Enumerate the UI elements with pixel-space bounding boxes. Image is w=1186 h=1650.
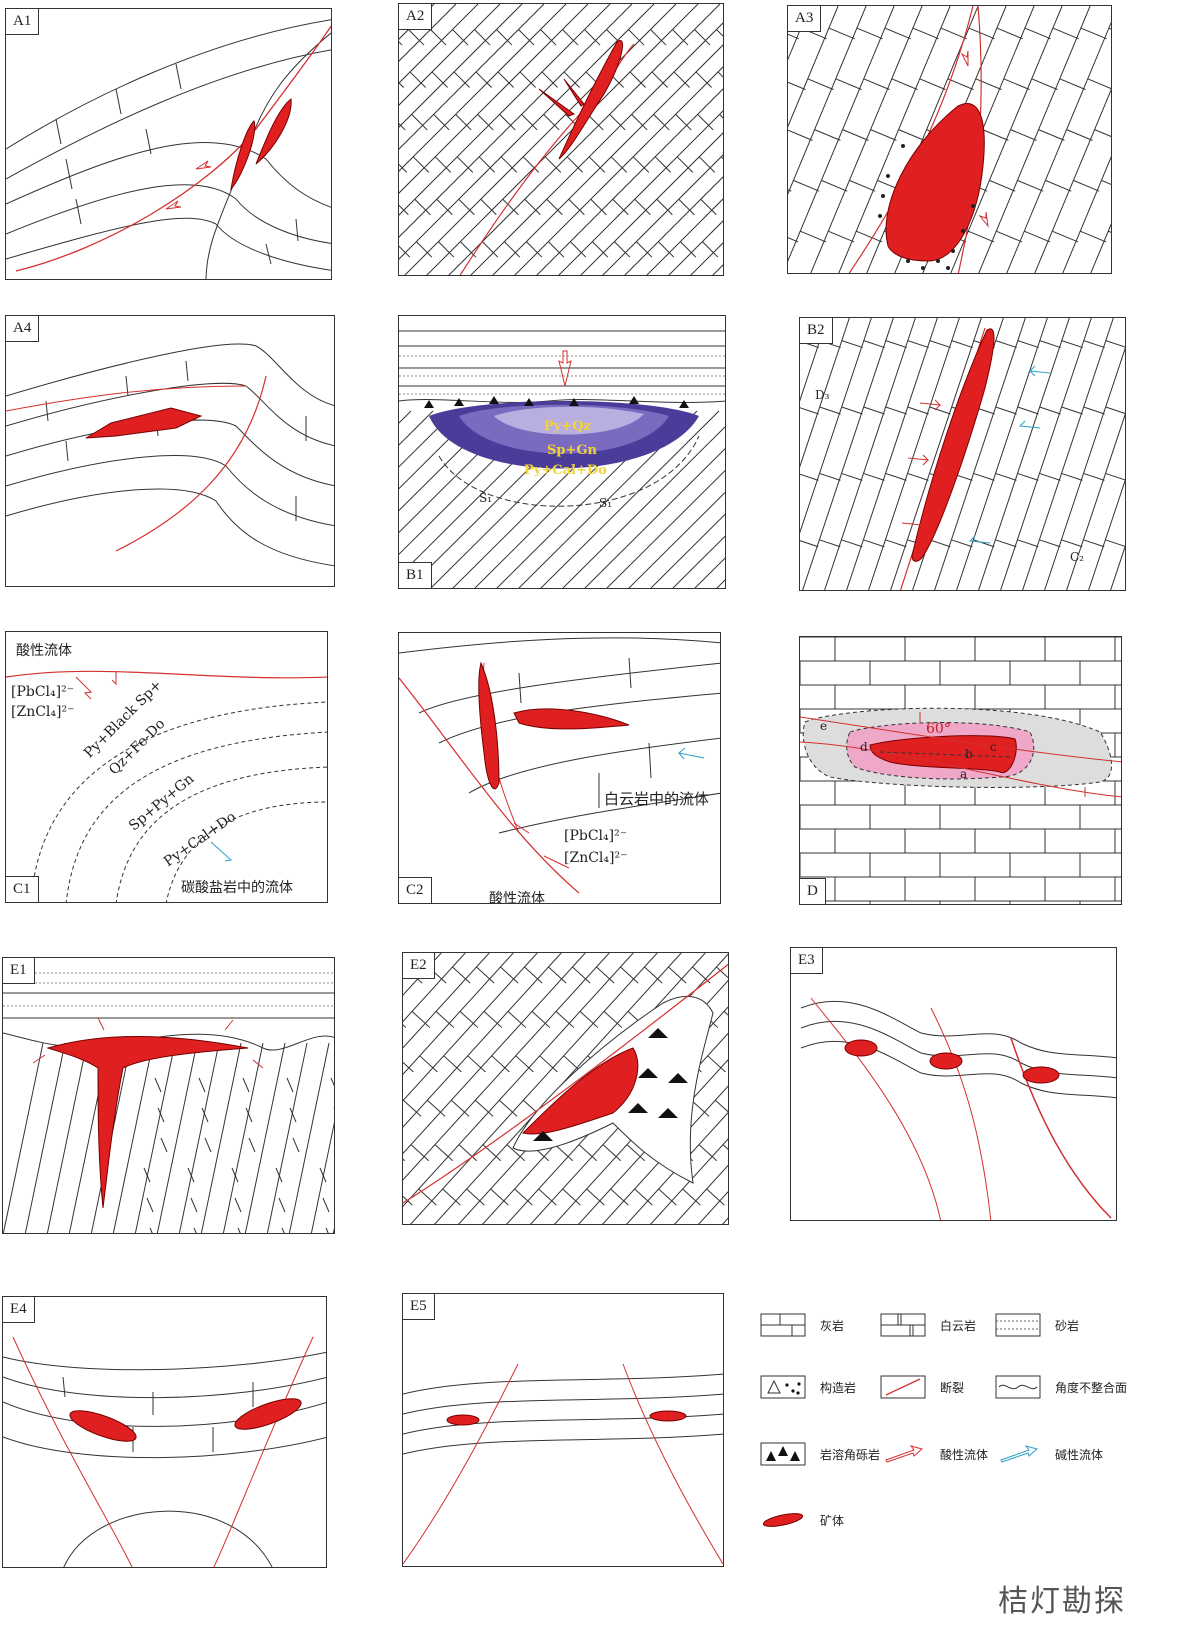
sandstone-icon (995, 1313, 1041, 1337)
d-diagram (800, 637, 1121, 904)
fault-icon (880, 1375, 926, 1399)
panel-a2: A2 (398, 3, 724, 276)
legend: 灰岩 白云岩 砂岩 构造岩 断裂 角度不整合面 岩溶角砾岩 酸性流体 碱性流体 … (755, 1300, 1175, 1560)
panel-label: A4 (6, 316, 40, 342)
panel-b2: B2 D₃ C₂ (799, 317, 1126, 591)
legend-limestone: 灰岩 (760, 1313, 844, 1337)
c2-pbcl4: [PbCl₄]²⁻ (564, 828, 628, 844)
e3-diagram (800, 997, 1116, 1220)
legend-fault: 断裂 (880, 1375, 964, 1399)
a1-diagram (6, 19, 331, 279)
legend-unconformity: 角度不整合面 (995, 1375, 1127, 1399)
b1-s1-label: S₁ (479, 491, 493, 505)
panel-label: E2 (403, 953, 435, 979)
a3-diagram (788, 6, 1111, 273)
d-zone-c: c (990, 740, 997, 754)
b1-zone-py-cal-do: Py+Cal+Do (524, 463, 607, 478)
panel-b1: B1 Py+Qz Sp+Gn Py+Cal+Do S₁ S₁ (398, 315, 726, 589)
watermark: 桔灯勘探 (998, 1584, 1126, 1619)
legend-breccia: 岩溶角砾岩 (760, 1442, 880, 1466)
legend-label: 白云岩 (940, 1318, 977, 1333)
b2-c2-label: C₂ (1070, 550, 1084, 564)
panel-label: A2 (399, 4, 433, 30)
alkaline-fluid-arrow-icon (1000, 1445, 1039, 1463)
legend-label: 岩溶角砾岩 (820, 1447, 881, 1462)
e1-diagram (3, 972, 334, 1233)
a4-diagram (6, 343, 334, 567)
panel-label: E4 (3, 1297, 35, 1323)
panel-label: C2 (399, 877, 432, 903)
panel-label: E5 (403, 1294, 435, 1320)
panel-e1: E1 (2, 957, 335, 1234)
b1-diagram (399, 330, 725, 588)
panel-label: E3 (791, 948, 823, 974)
legend-label: 酸性流体 (940, 1447, 989, 1462)
b1-s1-label-2: S₁ (599, 496, 613, 510)
panel-e2: E2 (402, 952, 729, 1225)
legend-tectonite: 构造岩 (760, 1375, 856, 1399)
panel-a1: A1 (5, 8, 332, 280)
dolomite-icon (880, 1313, 926, 1337)
panel-a3: A3 (787, 5, 1112, 274)
c2-dolomite-fluid: 白云岩中的流体 (604, 790, 710, 808)
legend-orebody: 矿体 (760, 1508, 844, 1532)
legend-label: 碱性流体 (1055, 1447, 1104, 1462)
panel-label: C1 (6, 876, 39, 902)
breccia-icon (760, 1442, 806, 1466)
panel-c1: C1 酸性流体 [PbCl₄]²⁻ [ZnCl₄]²⁻ Py+Black Sp+… (5, 631, 328, 903)
panel-d: D 60° a b c d e (799, 636, 1122, 905)
c1-acid-fluid: 酸性流体 (16, 643, 72, 659)
d-zone-b: b (965, 747, 973, 761)
legend-label: 角度不整合面 (1055, 1380, 1128, 1395)
panel-e3: E3 (790, 947, 1117, 1221)
d-zone-e: e (820, 719, 828, 733)
e5-diagram (403, 1363, 723, 1565)
c2-zncl4: [ZnCl₄]²⁻ (564, 850, 628, 866)
legend-label: 灰岩 (820, 1318, 845, 1333)
panel-c2: C2 白云岩中的流体 [PbCl₄]²⁻ [ZnCl₄]²⁻ 酸性流体 (398, 632, 721, 904)
acid-fluid-arrow-icon (885, 1445, 924, 1463)
c2-acid-fluid: 酸性流体 (489, 891, 545, 904)
d-zone-a: a (960, 767, 968, 781)
b2-diagram (800, 318, 1125, 590)
c1-carbonate-fluid: 碳酸盐岩中的流体 (181, 880, 293, 896)
panel-e5: E5 (402, 1293, 724, 1567)
panel-a4: A4 (5, 315, 335, 587)
e4-diagram (3, 1336, 326, 1567)
legend-alkaline-fluid: 碱性流体 (995, 1442, 1103, 1466)
legend-acid-fluid: 酸性流体 (880, 1442, 988, 1466)
d-angle-label: 60° (926, 721, 951, 737)
a2-diagram (399, 4, 723, 275)
orebody-icon (762, 1513, 804, 1527)
panel-label: E1 (3, 958, 35, 984)
b2-d3-label: D₃ (815, 388, 830, 402)
c1-diagram (6, 670, 327, 902)
panel-label: D (800, 878, 826, 904)
legend-label: 断裂 (940, 1380, 965, 1395)
c2-diagram (399, 637, 720, 894)
d-zone-d: d (860, 740, 868, 754)
legend-label: 砂岩 (1055, 1318, 1080, 1333)
c1-pbcl4: [PbCl₄]²⁻ (11, 684, 75, 700)
panel-label: B1 (399, 562, 432, 588)
limestone-icon (760, 1313, 806, 1337)
b1-zone-py-qz: Py+Qz (544, 419, 591, 434)
b1-zone-sp-gn: Sp+Gn (547, 443, 597, 458)
legend-label: 构造岩 (820, 1380, 857, 1395)
panel-label: A3 (788, 6, 822, 32)
legend-sandstone: 砂岩 (995, 1313, 1079, 1337)
panel-label: B2 (800, 318, 833, 344)
unconformity-icon (995, 1375, 1041, 1399)
tectonite-icon (760, 1375, 806, 1399)
legend-label: 矿体 (820, 1513, 845, 1528)
c1-zncl4: [ZnCl₄]²⁻ (11, 704, 75, 720)
panel-e4: E4 (2, 1296, 327, 1568)
e2-diagram (403, 953, 728, 1224)
panel-label: A1 (6, 9, 40, 35)
legend-dolomite: 白云岩 (880, 1313, 976, 1337)
